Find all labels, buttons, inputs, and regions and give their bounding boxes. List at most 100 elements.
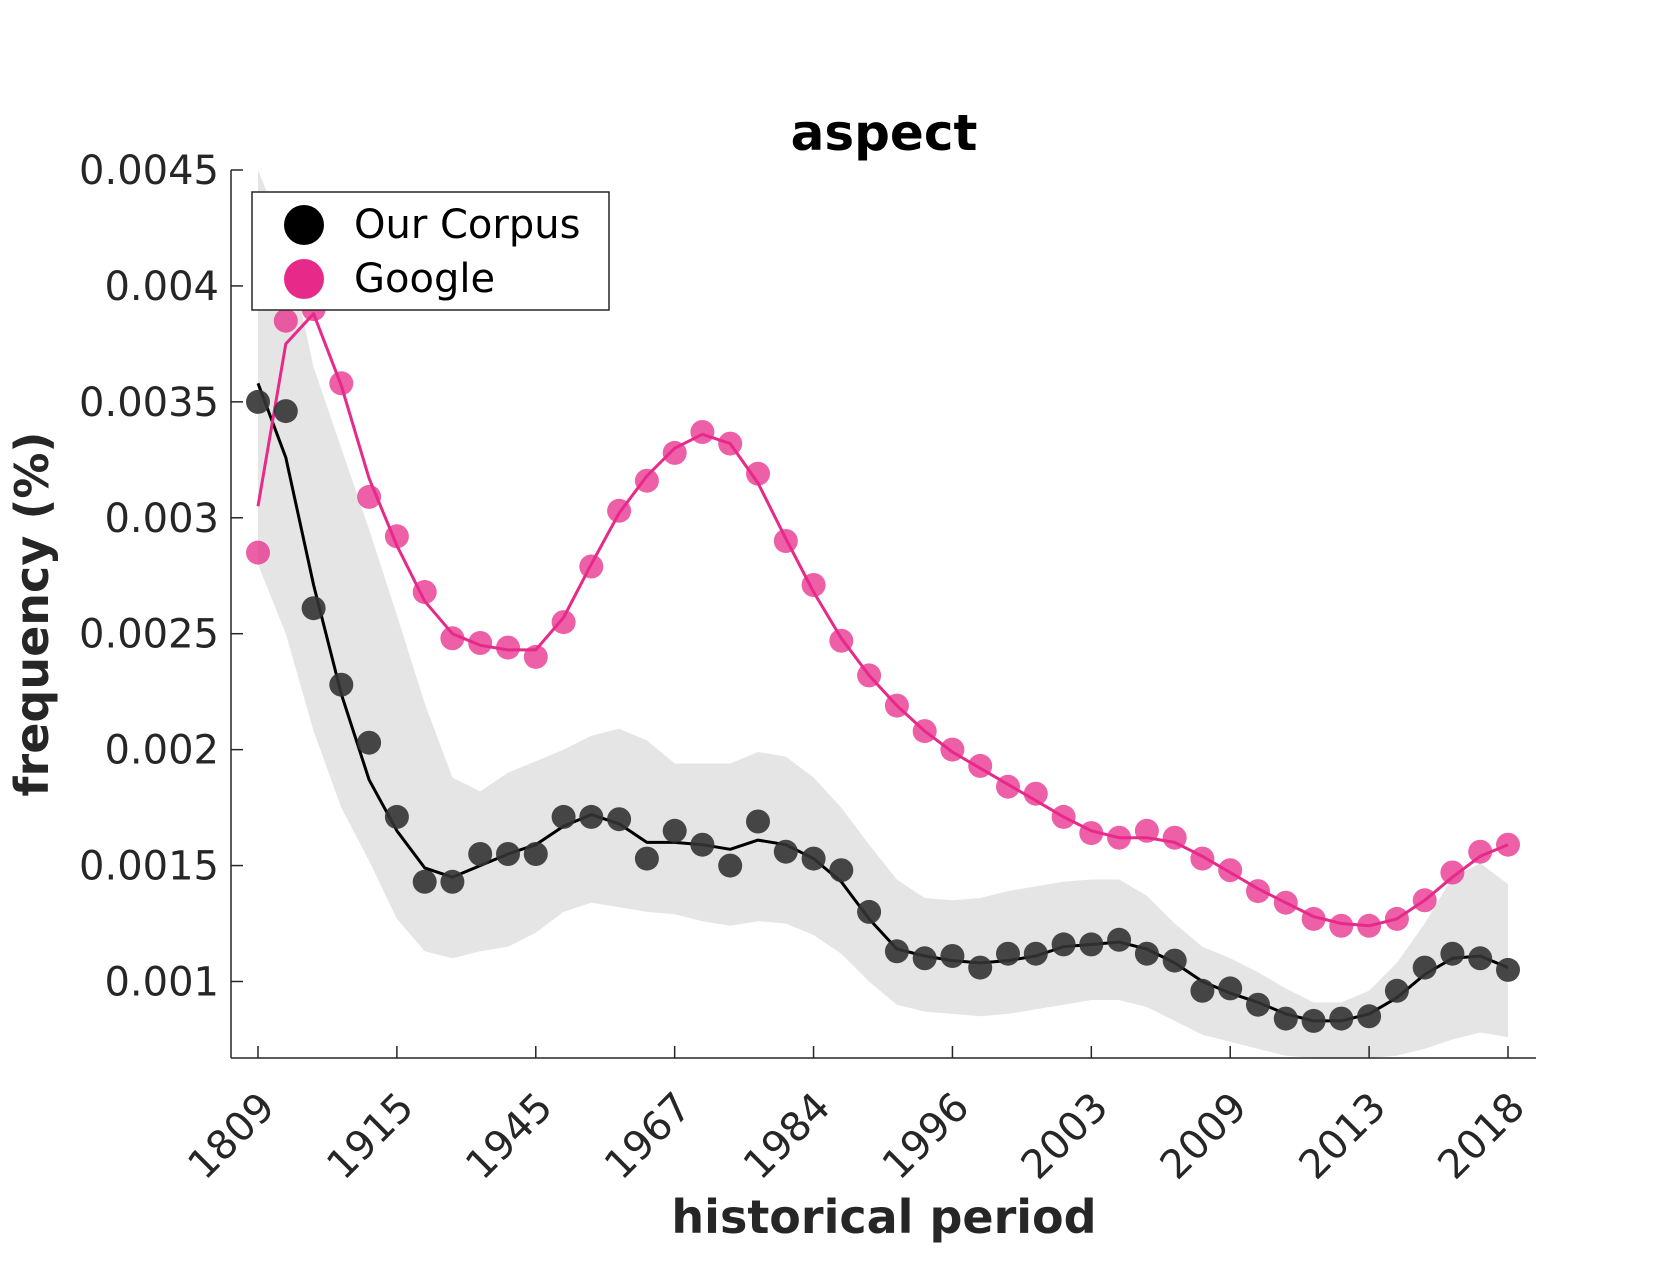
our-corpus-point <box>412 869 437 894</box>
y-tick-label: 0.0015 <box>79 844 219 890</box>
google-point <box>1329 913 1354 938</box>
our-corpus-point <box>773 839 798 864</box>
our-corpus-point <box>1301 1008 1326 1033</box>
our-corpus-point <box>884 939 909 964</box>
our-corpus-point <box>1218 976 1243 1001</box>
our-corpus-point <box>746 809 770 834</box>
google-point <box>246 540 270 565</box>
google-point <box>1134 818 1159 843</box>
our-corpus-point <box>662 818 687 843</box>
google-point <box>523 644 548 669</box>
google-point <box>718 431 743 456</box>
google-point <box>329 371 354 396</box>
our-corpus-point <box>857 899 882 924</box>
our-corpus-point <box>1079 932 1104 957</box>
our-corpus-point <box>246 389 270 414</box>
our-corpus-point <box>718 853 743 878</box>
x-tick-label: 1967 <box>596 1084 701 1189</box>
google-point <box>1301 906 1326 931</box>
x-tick-label: 1996 <box>874 1084 979 1189</box>
google-point <box>384 524 409 549</box>
google-point <box>607 498 632 523</box>
our-corpus-point <box>801 846 826 871</box>
x-tick-label: 1809 <box>179 1084 284 1189</box>
x-tick-label: 2003 <box>1013 1084 1118 1189</box>
google-point <box>746 461 770 486</box>
our-corpus-point <box>1440 941 1465 966</box>
google-point <box>996 774 1020 799</box>
legend-marker-google <box>284 259 324 299</box>
our-corpus-point <box>1051 932 1076 957</box>
our-corpus-point <box>523 842 548 866</box>
y-tick-label: 0.002 <box>104 728 219 774</box>
our-corpus-point <box>273 399 298 424</box>
our-corpus-point <box>996 941 1020 966</box>
y-tick-label: 0.0035 <box>79 380 219 426</box>
our-corpus-point <box>634 846 659 871</box>
google-point <box>940 737 965 762</box>
x-tick-label: 2013 <box>1291 1084 1396 1189</box>
google-point <box>1107 825 1132 850</box>
google-point <box>440 626 465 651</box>
our-corpus-point <box>440 869 465 894</box>
google-point <box>773 529 798 553</box>
axes <box>230 170 1536 1059</box>
y-tick-label: 0.001 <box>104 959 219 1005</box>
our-corpus-point <box>579 804 604 829</box>
legend-marker-our-corpus <box>284 205 324 245</box>
y-tick-label: 0.003 <box>104 496 219 542</box>
google-point <box>1468 839 1493 864</box>
our-corpus-point <box>551 804 576 829</box>
google-point <box>1023 781 1048 806</box>
legend-label-our-corpus: Our Corpus <box>354 202 580 248</box>
our-corpus-point <box>1468 946 1493 971</box>
google-point <box>579 554 604 579</box>
google-point <box>1051 804 1076 829</box>
google-point <box>1162 825 1187 850</box>
chart-title: aspect <box>791 104 978 162</box>
y-tick-label: 0.0045 <box>79 148 219 194</box>
google-point <box>912 719 937 744</box>
legend: Our Corpus Google <box>251 191 610 311</box>
our-corpus-point <box>1246 992 1270 1017</box>
our-corpus-point <box>1134 941 1159 966</box>
google-point <box>801 573 826 597</box>
y-tick-label: 0.0025 <box>79 612 219 658</box>
x-tick-label: 1984 <box>735 1084 840 1189</box>
our-corpus-point <box>1329 1006 1354 1031</box>
our-corpus-point <box>1190 978 1215 1003</box>
our-corpus-point <box>607 807 632 832</box>
google-point <box>468 631 493 655</box>
google-point <box>857 663 882 688</box>
google-point <box>1218 858 1243 883</box>
google-point <box>1079 821 1104 846</box>
our-corpus-point <box>1107 927 1132 952</box>
our-corpus-point <box>1496 957 1520 982</box>
our-corpus-point <box>468 842 493 866</box>
our-corpus-point <box>912 946 937 971</box>
x-tick-label: 2018 <box>1429 1084 1534 1189</box>
google-point <box>412 580 437 604</box>
google-point <box>496 635 520 660</box>
our-corpus-point <box>968 955 993 980</box>
x-tick-label: 2009 <box>1152 1084 1257 1189</box>
data-point-layer <box>246 297 1520 1033</box>
our-corpus-point <box>1357 1004 1382 1029</box>
our-corpus-confidence-band <box>258 170 1508 1058</box>
google-point <box>357 484 382 509</box>
our-corpus-point <box>690 832 715 857</box>
google-point <box>1190 846 1215 871</box>
google-point <box>662 440 687 465</box>
y-tick-label: 0.004 <box>104 264 219 310</box>
confidence-band-layer <box>258 170 1508 1058</box>
google-point <box>884 693 909 718</box>
google-point <box>1440 860 1465 885</box>
google-smooth-line <box>256 312 1509 928</box>
our-corpus-point <box>357 730 382 755</box>
our-corpus-point <box>1412 955 1437 980</box>
x-axis-label: historical period <box>671 1190 1096 1244</box>
x-tick-label: 1915 <box>318 1084 423 1189</box>
google-point <box>1412 888 1437 913</box>
google-point <box>690 420 715 444</box>
